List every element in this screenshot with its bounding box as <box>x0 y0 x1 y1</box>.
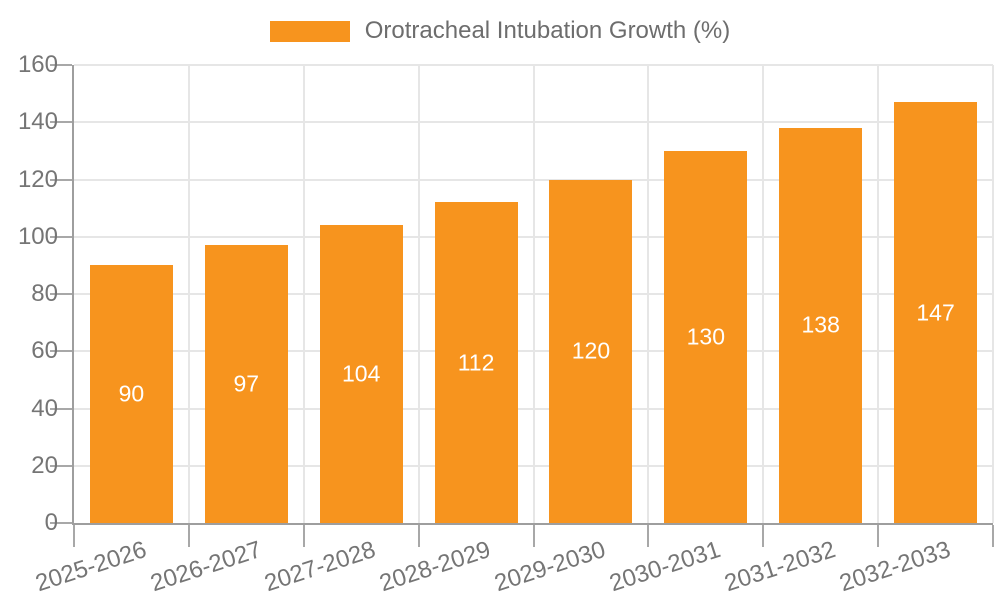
y-axis-tick <box>50 407 72 410</box>
x-tick-label: 2028-2029 <box>376 536 495 598</box>
x-tick-label: 2032-2033 <box>836 536 954 598</box>
y-axis-tick <box>50 235 72 238</box>
x-tick-label: 2025-2026 <box>31 536 150 598</box>
bar-value-label: 90 <box>118 380 145 407</box>
x-axis-tick <box>647 525 650 547</box>
bar-value-label: 97 <box>233 370 260 397</box>
bar[interactable]: 97 <box>204 245 288 523</box>
y-tick-label: 120 <box>17 165 58 193</box>
bar[interactable]: 120 <box>549 179 633 523</box>
grid-line-vertical <box>417 65 420 523</box>
grid-line-vertical <box>877 65 880 523</box>
y-tick-label: 100 <box>17 222 58 250</box>
x-tick-label: 2029-2030 <box>491 536 609 598</box>
x-axis-line <box>72 523 993 525</box>
bar[interactable]: 104 <box>319 225 403 523</box>
y-tick-label: 80 <box>31 280 58 307</box>
x-axis-tick <box>187 525 190 547</box>
bar[interactable]: 112 <box>434 202 518 523</box>
y-axis-tick <box>50 178 72 181</box>
x-axis-tick <box>532 525 535 547</box>
bar[interactable]: 147 <box>894 102 978 523</box>
grid-line-vertical <box>762 65 765 523</box>
legend-swatch[interactable] <box>269 20 350 42</box>
bar-value-label: 130 <box>686 323 725 350</box>
grid-line-vertical <box>187 65 190 523</box>
grid-line-vertical <box>647 65 650 523</box>
legend-label: Orotracheal Intubation Growth (%) <box>364 17 731 44</box>
bar-value-label: 112 <box>457 349 495 376</box>
y-axis-tick <box>50 464 72 467</box>
y-tick-label: 160 <box>17 51 58 78</box>
x-axis-tick <box>877 525 880 547</box>
bar-value-label: 147 <box>916 299 955 326</box>
grid-line-vertical <box>302 65 305 523</box>
y-axis-line <box>72 65 74 523</box>
y-axis-tick <box>50 350 72 353</box>
grid-line-vertical <box>992 65 994 523</box>
y-tick-label: 140 <box>17 108 58 136</box>
legend-item[interactable]: Orotracheal Intubation Growth (%) <box>0 10 1000 52</box>
x-axis-tick <box>762 525 765 547</box>
x-tick-label: 2027-2028 <box>261 536 380 598</box>
bar[interactable]: 90 <box>89 265 173 523</box>
bar-value-label: 104 <box>342 360 381 387</box>
grid-line-vertical <box>532 65 535 523</box>
x-tick-label: 2026-2027 <box>146 536 265 598</box>
x-axis-tick <box>992 525 994 547</box>
x-axis-tick <box>73 525 75 547</box>
y-axis-tick <box>50 64 72 66</box>
x-tick-label: 2030-2031 <box>606 536 724 598</box>
bar-value-label: 120 <box>571 337 611 364</box>
x-axis-tick <box>302 525 305 547</box>
bar[interactable]: 130 <box>664 150 748 523</box>
y-axis-tick <box>50 522 72 524</box>
y-tick-label: 40 <box>31 394 58 422</box>
y-tick-label: 20 <box>31 451 58 479</box>
bar[interactable]: 138 <box>779 127 863 523</box>
x-tick-label: 2031-2032 <box>721 536 839 598</box>
y-axis-tick <box>50 293 72 295</box>
y-axis-tick <box>50 121 72 124</box>
y-tick-label: 60 <box>31 337 58 365</box>
bar-value-label: 138 <box>801 311 840 338</box>
x-axis-tick <box>417 525 420 547</box>
y-tick-label: 0 <box>44 509 58 536</box>
